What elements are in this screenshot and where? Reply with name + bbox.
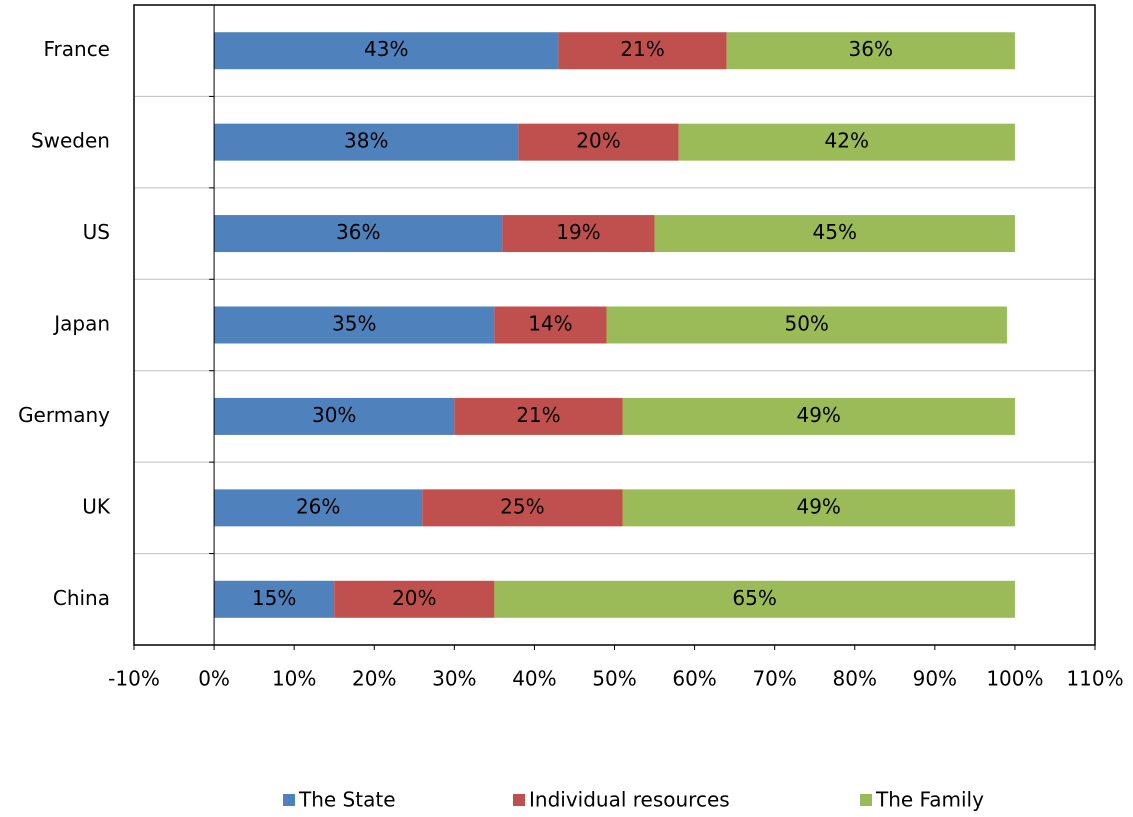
- data-label: 42%: [825, 129, 869, 153]
- data-label: 15%: [252, 586, 296, 610]
- bar-segment: [622, 397, 1015, 435]
- x-tick-label: 60%: [672, 667, 716, 691]
- bar-segment: [502, 215, 655, 253]
- x-tick-label: 50%: [592, 667, 636, 691]
- data-label: 21%: [620, 37, 664, 61]
- y-tick-label: Sweden: [31, 129, 110, 153]
- legend-swatch: [283, 794, 295, 806]
- x-tick-label: 110%: [1066, 667, 1123, 691]
- x-tick-label: -10%: [108, 667, 160, 691]
- legend-label: Individual resources: [529, 788, 730, 812]
- x-tick-label: 80%: [833, 667, 877, 691]
- x-tick-label: 40%: [512, 667, 556, 691]
- data-label: 26%: [296, 494, 340, 518]
- data-label: 20%: [576, 129, 620, 153]
- x-tick-label: 0%: [198, 667, 230, 691]
- y-tick-label: China: [53, 586, 110, 610]
- x-tick-label: 90%: [913, 667, 957, 691]
- bar-segment: [422, 489, 623, 527]
- plot-frame: [133, 4, 1096, 646]
- bar-segment: [606, 306, 1007, 344]
- data-label: 21%: [516, 403, 560, 427]
- y-tick-label: Japan: [52, 312, 110, 336]
- legend-swatch: [513, 794, 525, 806]
- legend-label: The State: [298, 788, 396, 812]
- x-tick-label: 20%: [352, 667, 396, 691]
- y-tick-label: UK: [82, 494, 111, 518]
- data-label: 43%: [364, 37, 408, 61]
- bar-segment: [214, 397, 455, 435]
- data-label: 38%: [344, 129, 388, 153]
- bar-segment: [518, 123, 679, 161]
- y-tick-label: US: [83, 220, 110, 244]
- x-tick-label: 10%: [272, 667, 316, 691]
- data-label: 50%: [784, 312, 828, 336]
- y-tick-label: Germany: [18, 403, 110, 427]
- legend-swatch: [860, 794, 872, 806]
- bar-segment: [622, 489, 1015, 527]
- bar-segment: [214, 32, 559, 70]
- x-tick-label: 30%: [432, 667, 476, 691]
- data-label: 19%: [556, 220, 600, 244]
- data-label: 36%: [336, 220, 380, 244]
- bar-segment: [214, 215, 503, 253]
- data-label: 45%: [813, 220, 857, 244]
- y-tick-label: France: [43, 37, 110, 61]
- bar-segment: [678, 123, 1015, 161]
- data-label: 49%: [796, 494, 840, 518]
- bar-segment: [214, 123, 519, 161]
- data-label: 30%: [312, 403, 356, 427]
- bar-segment: [214, 306, 495, 344]
- data-label: 65%: [732, 586, 776, 610]
- data-label: 36%: [849, 37, 893, 61]
- x-tick-label: 70%: [752, 667, 796, 691]
- bar-segment: [214, 489, 423, 527]
- bar-segment: [214, 580, 335, 618]
- data-label: 35%: [332, 312, 376, 336]
- bar-segment: [454, 397, 623, 435]
- bar-segment: [726, 32, 1015, 70]
- bar-segment: [334, 580, 495, 618]
- bar-segment: [654, 215, 1015, 253]
- bar-segment: [494, 306, 607, 344]
- data-label: 49%: [796, 403, 840, 427]
- x-tick-label: 100%: [986, 667, 1043, 691]
- bar-segment: [558, 32, 727, 70]
- bar-segment: [494, 580, 1015, 618]
- data-label: 25%: [500, 494, 544, 518]
- data-label: 20%: [392, 586, 436, 610]
- data-label: 14%: [528, 312, 572, 336]
- legend-label: The Family: [875, 788, 984, 812]
